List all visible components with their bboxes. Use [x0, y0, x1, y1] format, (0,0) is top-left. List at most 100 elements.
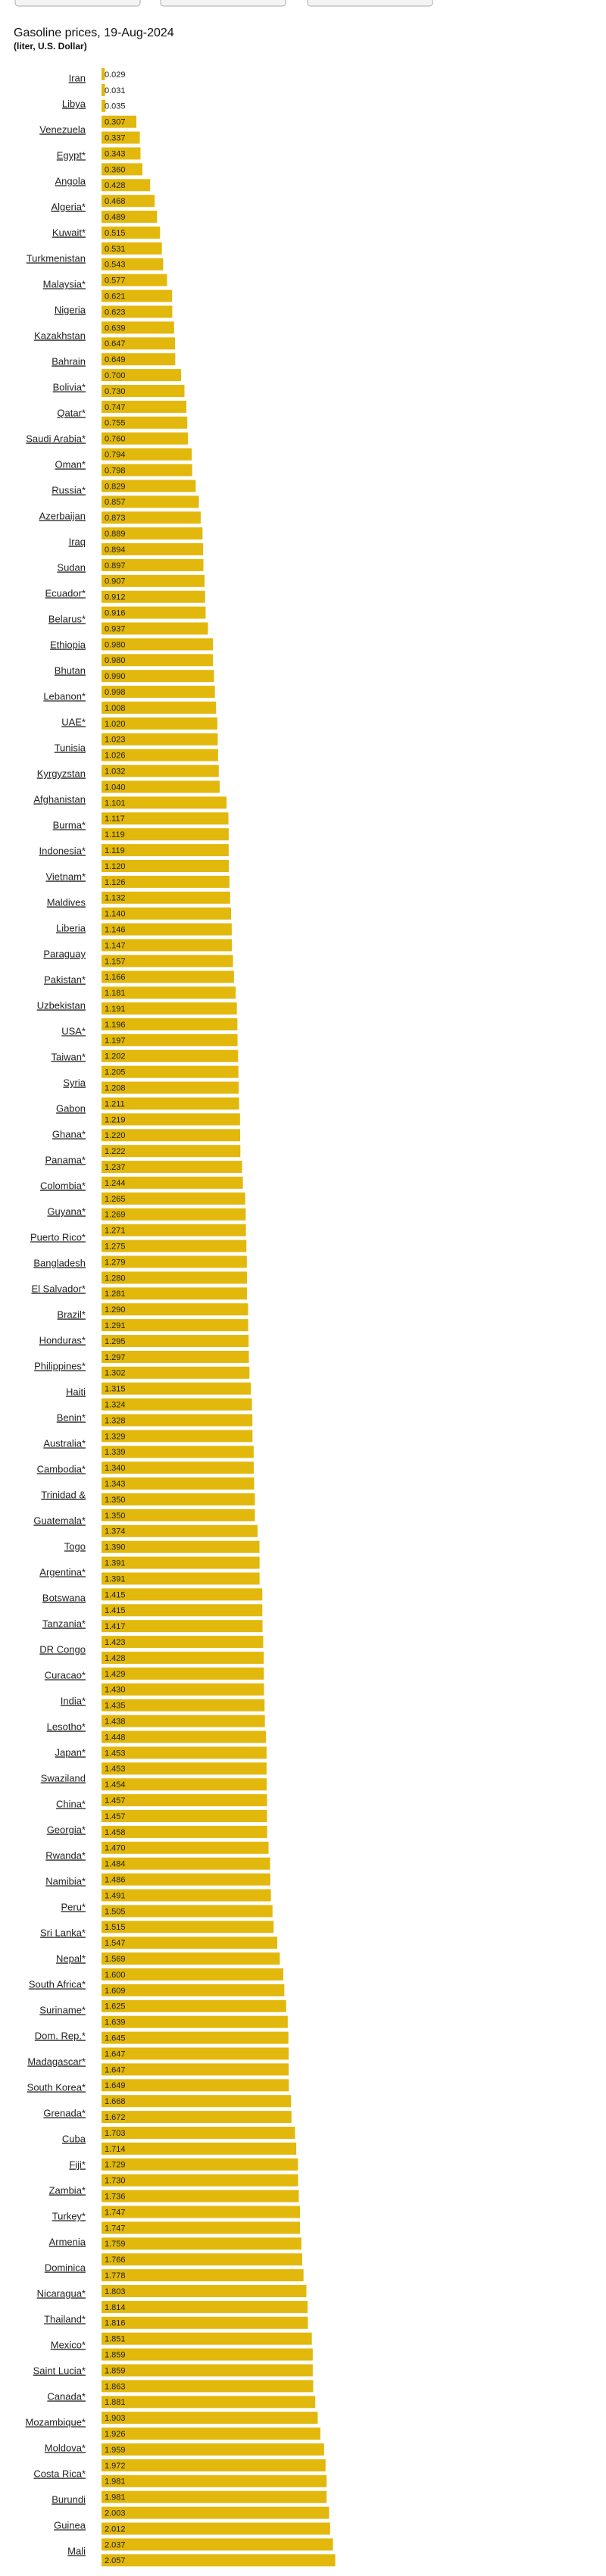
country-label[interactable]: Ethiopia — [50, 639, 86, 650]
country-label[interactable]: Bhutan — [55, 664, 86, 676]
country-label[interactable]: Saint Lucia* — [33, 2365, 86, 2376]
country-label[interactable]: Swaziland — [41, 1772, 86, 1784]
country-label[interactable]: Benin* — [57, 1411, 86, 1423]
country-label[interactable]: South Korea* — [27, 2081, 86, 2093]
country-label[interactable]: Lesotho* — [47, 1721, 86, 1732]
country-label[interactable]: Bangladesh — [33, 1257, 86, 1268]
country-label[interactable]: Turkmenistan — [27, 252, 86, 264]
country-label[interactable]: Russia* — [52, 484, 86, 496]
country-label[interactable]: Suriname* — [39, 2004, 86, 2015]
country-label[interactable]: Nigeria — [55, 304, 86, 315]
country-label[interactable]: Ghana* — [52, 1128, 86, 1140]
button[interactable] — [160, 0, 286, 7]
country-label[interactable]: Thailand* — [44, 2313, 86, 2324]
country-label[interactable]: Venezuela — [39, 123, 86, 135]
country-label[interactable]: Fiji* — [69, 2159, 86, 2170]
country-label[interactable]: Guinea — [54, 2519, 86, 2531]
country-label[interactable]: Trinidad & — [41, 1489, 86, 1500]
country-label[interactable]: Sri Lanka* — [40, 1927, 86, 1938]
country-label[interactable]: Cambodia* — [37, 1463, 86, 1474]
country-label[interactable]: Azerbaijan — [39, 510, 86, 521]
country-label[interactable]: Haiti — [66, 1386, 86, 1397]
country-label[interactable]: Sudan — [57, 561, 86, 573]
country-label[interactable]: Tunisia — [55, 742, 86, 753]
country-label[interactable]: Ecuador* — [45, 587, 86, 599]
country-label[interactable]: Bolivia* — [53, 381, 86, 392]
country-label[interactable]: Nicaragua* — [37, 2287, 86, 2299]
country-label[interactable]: Panama* — [45, 1154, 86, 1165]
country-label[interactable]: Oman* — [55, 458, 86, 470]
button[interactable] — [14, 0, 141, 7]
country-label[interactable]: Malaysia* — [43, 278, 86, 289]
country-label[interactable]: Iraq — [69, 536, 86, 547]
country-label[interactable]: Australia* — [43, 1437, 86, 1449]
country-label[interactable]: Rwanda* — [45, 1849, 86, 1861]
country-label[interactable]: Liberia — [56, 922, 86, 933]
country-label[interactable]: Nepal* — [56, 1952, 86, 1964]
country-label[interactable]: Argentina* — [39, 1566, 86, 1577]
country-label[interactable]: Namibia* — [45, 1875, 86, 1887]
country-label[interactable]: Kuwait* — [52, 227, 86, 238]
country-label[interactable]: Paraguay — [43, 948, 86, 959]
country-label[interactable]: Afghanistan — [33, 793, 86, 805]
country-label[interactable]: Madagascar* — [27, 2055, 86, 2067]
country-label[interactable]: Algeria* — [51, 201, 86, 212]
country-label[interactable]: South Africa* — [29, 1978, 86, 1990]
country-label[interactable]: Zambia* — [49, 2184, 86, 2196]
country-label[interactable]: Moldova* — [45, 2442, 86, 2453]
country-label[interactable]: Togo — [64, 1540, 86, 1552]
country-label[interactable]: Bahrain — [52, 355, 86, 367]
country-label[interactable]: Saudi Arabia* — [26, 433, 86, 444]
country-label[interactable]: Colombia* — [40, 1180, 86, 1191]
country-label[interactable]: Turkey* — [52, 2210, 86, 2221]
country-label[interactable]: Iran — [69, 72, 86, 83]
country-label[interactable]: UAE* — [61, 716, 86, 727]
country-label[interactable]: Tanzania* — [42, 1618, 86, 1629]
country-label[interactable]: Kazakhstan — [34, 330, 86, 341]
country-label[interactable]: China* — [56, 1798, 86, 1809]
country-label[interactable]: Dom. Rep.* — [35, 2030, 86, 2041]
country-label[interactable]: Mozambique* — [26, 2416, 86, 2428]
country-label[interactable]: DR Congo — [39, 1643, 86, 1655]
country-label[interactable]: Maldives — [47, 896, 86, 908]
country-label[interactable]: Mali — [67, 2545, 86, 2556]
country-label[interactable]: Georgia* — [47, 1824, 86, 1835]
country-label[interactable]: Libya — [62, 98, 86, 109]
country-label[interactable]: Indonesia* — [39, 845, 86, 856]
country-label[interactable]: Grenada* — [43, 2107, 86, 2118]
country-label[interactable]: Pakistan* — [44, 974, 86, 985]
country-label[interactable]: Kyrgyzstan — [37, 767, 86, 779]
country-label[interactable]: Lebanon* — [43, 690, 86, 702]
country-label[interactable]: Puerto Rico* — [30, 1231, 86, 1243]
country-label[interactable]: Taiwan* — [51, 1051, 86, 1062]
country-label[interactable]: Brazil* — [57, 1308, 86, 1320]
country-label[interactable]: Egypt* — [57, 149, 86, 161]
country-label[interactable]: Burma* — [53, 819, 86, 830]
country-label[interactable]: Peru* — [61, 1901, 86, 1912]
button[interactable] — [307, 0, 433, 7]
country-label[interactable]: Japan* — [55, 1746, 86, 1758]
country-label[interactable]: Qatar* — [57, 407, 86, 418]
country-label[interactable]: USA* — [61, 1025, 86, 1036]
country-label[interactable]: Syria — [63, 1077, 86, 1088]
country-label[interactable]: Guyana* — [47, 1205, 86, 1217]
country-label[interactable]: Curacao* — [45, 1669, 86, 1680]
country-label[interactable]: Philippines* — [34, 1360, 86, 1371]
country-label[interactable]: Costa Rica* — [33, 2468, 86, 2479]
country-label[interactable]: Armenia — [49, 2236, 86, 2247]
country-label[interactable]: Canada* — [47, 2390, 86, 2402]
country-label[interactable]: Vietnam* — [45, 871, 86, 882]
country-label[interactable]: Guatemala* — [33, 1515, 86, 1526]
country-label[interactable]: Angola — [55, 175, 86, 186]
country-label[interactable]: Honduras* — [39, 1334, 86, 1346]
country-label[interactable]: Cuba — [62, 2133, 86, 2144]
country-label[interactable]: Dominica — [45, 2262, 86, 2273]
country-label[interactable]: Uzbekistan — [37, 999, 86, 1011]
country-label[interactable]: India* — [61, 1695, 86, 1706]
country-label[interactable]: Gabon — [56, 1102, 86, 1114]
country-label[interactable]: Burundi — [52, 2493, 86, 2505]
country-label[interactable]: El Salvador* — [31, 1283, 86, 1294]
country-label[interactable]: Belarus* — [48, 613, 86, 624]
country-label[interactable]: Mexico* — [51, 2339, 86, 2350]
country-label[interactable]: Botswana — [42, 1592, 86, 1603]
